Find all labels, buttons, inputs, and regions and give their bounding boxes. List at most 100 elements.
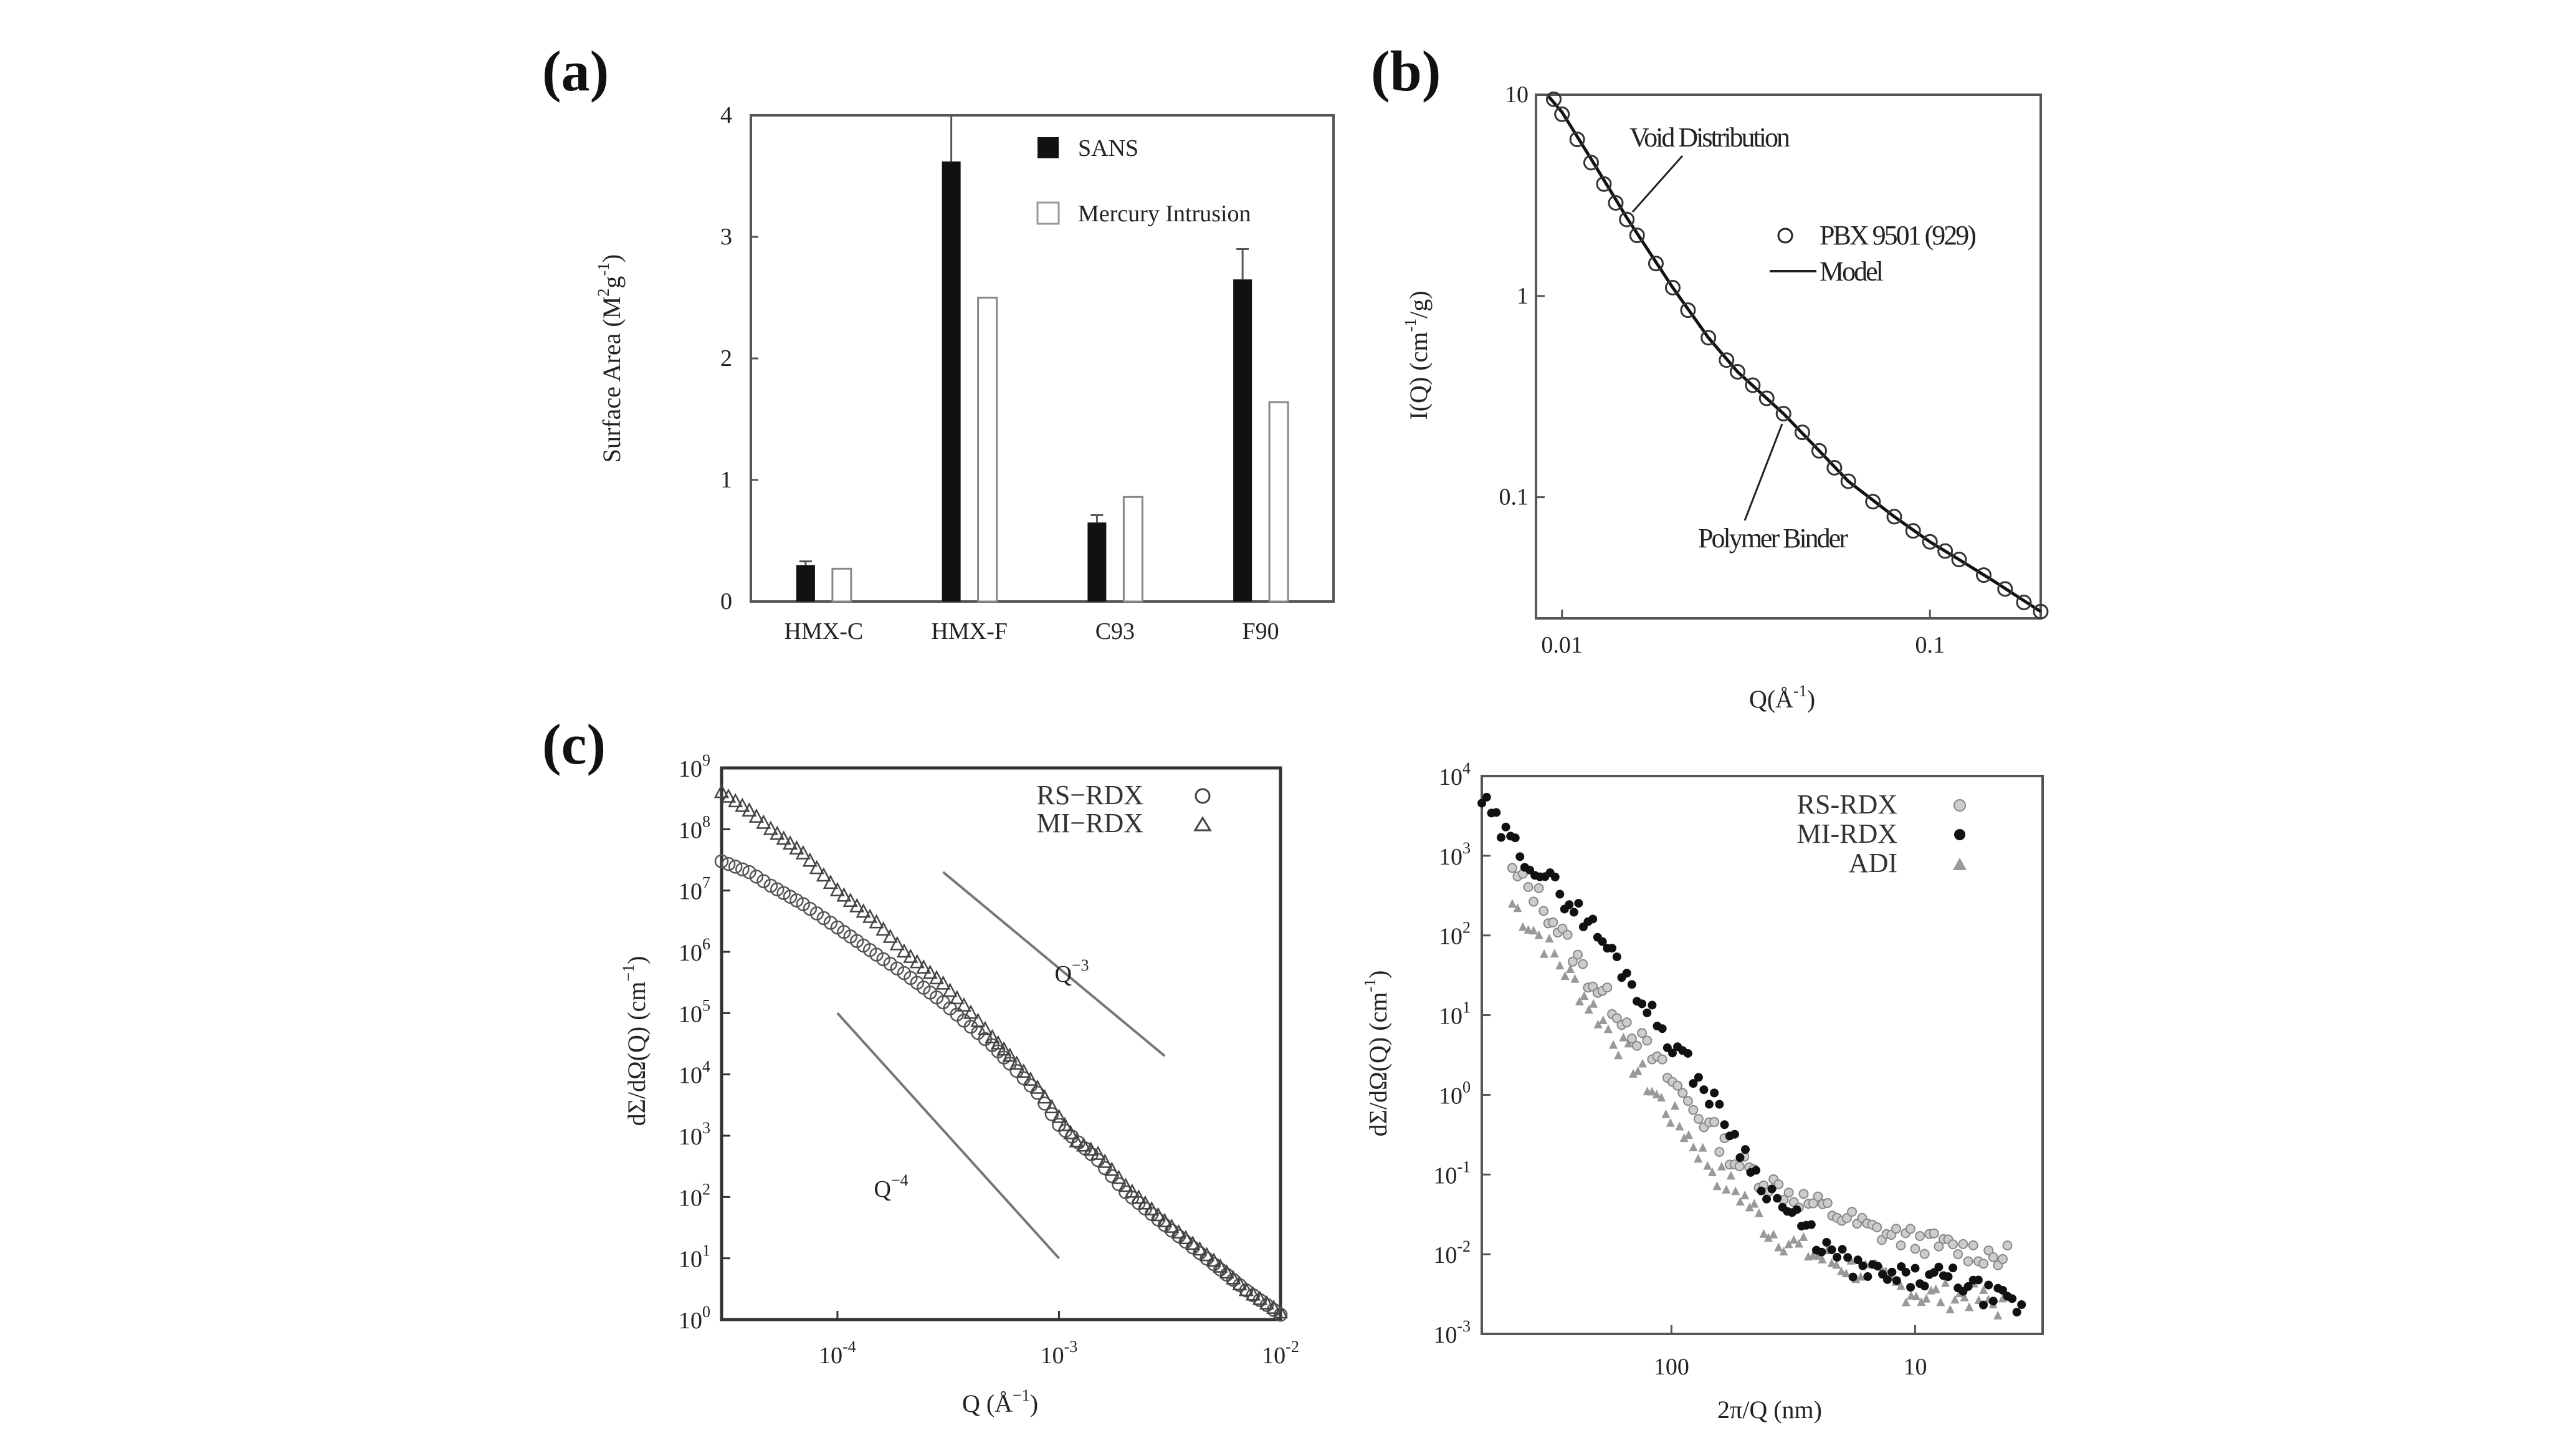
data-point-rs-rdx — [803, 901, 818, 916]
data-point-rs-rdx-2 — [1988, 1252, 1998, 1262]
data-point-pbx — [1745, 377, 1761, 393]
data-point-adi — [1580, 991, 1589, 1000]
data-point-mi-rdx — [1199, 1247, 1214, 1262]
annotation-polymer-binder: Polymer Binder — [1698, 523, 1848, 554]
data-point-mi-rdx — [782, 835, 798, 850]
data-point-adi — [1545, 934, 1554, 943]
data-point-mi-rdx — [1272, 1304, 1289, 1319]
y-tick-label: 1 — [1517, 283, 1529, 309]
data-point-mi-rdx-2 — [1944, 1272, 1953, 1282]
slope-guide-line — [836, 1012, 1060, 1260]
data-point-mi-rdx — [816, 867, 831, 882]
data-point-adi — [1979, 1285, 1988, 1294]
data-point-rs-rdx-2 — [1507, 863, 1517, 873]
data-point-adi — [1856, 1272, 1865, 1281]
x-tick-label: 10-3 — [1041, 1338, 1078, 1369]
data-point-pbx — [1664, 279, 1681, 295]
data-point-mi-rdx — [1023, 1071, 1038, 1086]
data-point-adi — [1965, 1302, 1974, 1311]
data-point-mi-rdx — [856, 903, 871, 918]
data-point-mi-rdx-2 — [1963, 1282, 1973, 1291]
data-point-rs-rdx — [1090, 1153, 1105, 1167]
data-point-rs-rdx — [756, 874, 771, 888]
data-point-mi-rdx — [942, 982, 958, 997]
data-point-mi-rdx — [1076, 1137, 1092, 1152]
data-point-rs-rdx-2 — [1529, 896, 1539, 907]
data-point-adi — [1759, 1229, 1768, 1238]
data-point-adi — [1717, 1161, 1726, 1171]
data-point-mi-rdx-2 — [2012, 1308, 2021, 1317]
data-point-mi-rdx-2 — [1720, 1120, 1729, 1129]
x-tick-label: 10-2 — [1262, 1338, 1299, 1369]
data-point-mi-rdx — [1213, 1258, 1228, 1273]
data-point-mi-rdx-2 — [1833, 1253, 1842, 1262]
data-point-mi-rdx — [829, 881, 845, 896]
data-point-mi-rdx — [1252, 1290, 1268, 1305]
data-point-mi-rdx-2 — [1901, 1267, 1911, 1277]
data-point-pbx — [1596, 176, 1612, 192]
data-point-rs-rdx-2 — [1808, 1198, 1818, 1209]
data-point-adi — [1513, 903, 1522, 913]
data-point-adi — [1950, 1295, 1960, 1304]
x-category-label: HMX-F — [931, 618, 1007, 645]
data-point-rs-rdx — [816, 911, 831, 926]
data-point-adi — [1789, 1235, 1798, 1244]
data-point-adi — [1936, 1297, 1945, 1306]
data-point-mi-rdx-2 — [1667, 1048, 1677, 1058]
data-point-adi — [1652, 1090, 1661, 1099]
data-point-adi — [1629, 1068, 1638, 1078]
data-point-rs-rdx-2 — [1562, 929, 1573, 940]
data-point-mi-rdx — [836, 887, 852, 902]
data-point-rs-rdx-2 — [1798, 1189, 1809, 1199]
data-point-mi-rdx-2 — [1838, 1245, 1847, 1254]
data-point-adi — [1593, 1019, 1603, 1028]
y-tick-label: 0 — [720, 588, 732, 615]
data-point-rs-rdx-2 — [1929, 1228, 1939, 1239]
data-point-adi — [1813, 1251, 1822, 1260]
data-point-pbx — [1619, 211, 1635, 228]
data-point-adi — [1931, 1284, 1940, 1293]
panel-c-right-plot-frame — [1481, 775, 2044, 1335]
data-point-adi — [1657, 1093, 1666, 1102]
data-point-adi — [1726, 1171, 1735, 1180]
data-point-mi-rdx-2 — [2008, 1294, 2017, 1303]
data-point-mi-rdx-2 — [1858, 1261, 1868, 1270]
data-point-mi-rdx — [713, 784, 730, 798]
data-point-mi-rdx-2 — [1704, 1100, 1714, 1109]
data-point-adi — [1960, 1292, 1969, 1302]
data-point-adi — [1603, 1024, 1613, 1033]
bar-sans — [796, 565, 815, 602]
data-point-mi-rdx — [929, 970, 945, 985]
legend-label-rs-rdx-2: RS-RDX — [1797, 789, 1897, 820]
data-point-rs-rdx-2 — [1626, 1033, 1637, 1044]
data-point-mi-rdx — [1090, 1145, 1106, 1160]
bar-mercury-intrusion — [977, 297, 998, 603]
data-point-mi-rdx-2 — [1892, 1276, 1901, 1285]
data-point-mi-rdx-2 — [1911, 1263, 1920, 1273]
data-point-adi — [1589, 999, 1598, 1008]
data-point-mi-rdx-2 — [1622, 969, 1631, 978]
data-point-pbx — [1951, 552, 1967, 568]
data-point-adi — [1722, 1184, 1731, 1194]
y-tick-label: 104 — [679, 1058, 710, 1089]
data-point-adi — [1735, 1197, 1745, 1206]
data-point-mi-rdx — [935, 975, 951, 990]
panel-a-x-ticks: HMX-C HMX-F C93 F90 — [785, 618, 1279, 645]
data-point-pbx — [1701, 330, 1717, 346]
data-point-mi-rdx — [1157, 1212, 1173, 1227]
data-point-adi — [1769, 1229, 1778, 1239]
data-point-mi-rdx-2 — [2017, 1300, 2026, 1310]
panel-b-legend: PBX 9501 (929) Model — [1770, 220, 1977, 287]
panel-c-plot-frame — [720, 766, 1282, 1321]
data-point-mi-rdx — [922, 964, 938, 979]
data-point-rs-rdx — [823, 916, 838, 930]
data-point-rs-rdx-2 — [1621, 1017, 1632, 1028]
data-point-mi-rdx — [735, 797, 750, 812]
data-point-mi-rdx — [1219, 1264, 1234, 1279]
data-point-mi-rdx — [1238, 1282, 1254, 1297]
data-point-mi-rdx-2 — [1648, 1000, 1657, 1010]
data-point-pbx — [1680, 302, 1696, 319]
data-point-mi-rdx-2 — [1683, 1048, 1692, 1058]
data-point-mi-rdx-2 — [1806, 1220, 1816, 1229]
data-point-pbx — [1826, 459, 1843, 476]
